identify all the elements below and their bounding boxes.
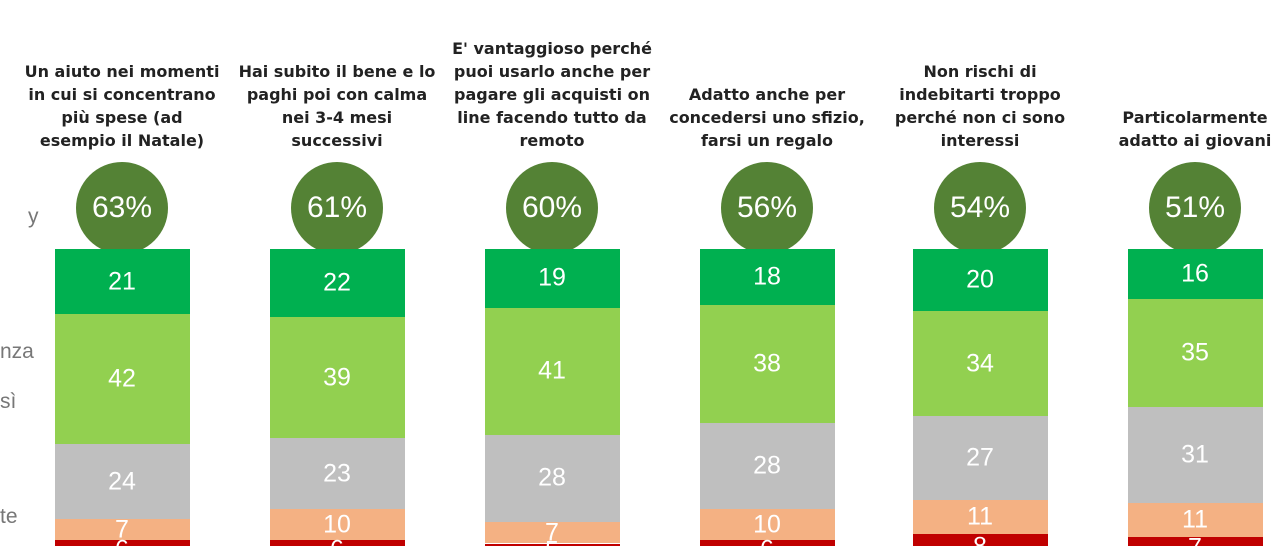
segment-label: 10 xyxy=(323,510,351,539)
total-circle: 51% xyxy=(1149,162,1241,254)
bar-segment xyxy=(699,249,835,305)
bar-segment xyxy=(699,422,835,510)
bar-segment xyxy=(699,540,835,546)
segment-label: 6 xyxy=(55,535,190,546)
bar-segment xyxy=(912,311,1048,417)
total-circle: 54% xyxy=(934,162,1026,254)
column-title: E' vantaggioso perché puoi usarlo anche … xyxy=(452,39,652,150)
segment-label: 6 xyxy=(270,535,405,546)
bar-segment xyxy=(1127,503,1263,538)
segment-label: 42 xyxy=(108,364,136,393)
segment-label: 16 xyxy=(1181,259,1209,288)
legend-fragment: te xyxy=(0,505,18,528)
bar-segment xyxy=(1127,407,1263,504)
bar-segment xyxy=(1127,249,1263,299)
segment-label: 27 xyxy=(966,443,994,472)
column-title: Un aiuto nei momenti in cui si concentra… xyxy=(24,62,220,150)
bar-segment xyxy=(269,249,405,318)
total-circle: 56% xyxy=(721,162,813,254)
bar-segment xyxy=(912,249,1048,311)
bar-segment xyxy=(699,304,835,423)
bar-segment xyxy=(269,438,405,510)
column-title: Non rischi di indebitarti troppo perché … xyxy=(894,62,1066,150)
bar-segment xyxy=(269,509,405,541)
bar-segment xyxy=(54,314,190,445)
segment-label: 34 xyxy=(966,349,994,378)
segment-label: 28 xyxy=(538,463,566,492)
bar-segment xyxy=(912,416,1048,501)
segment-label: 18 xyxy=(753,262,781,291)
segment-label: 7 xyxy=(1128,534,1263,546)
segment-label: 35 xyxy=(1181,338,1209,367)
column-title: Particolarmente adatto ai giovani xyxy=(1118,108,1272,150)
segment-label: 6 xyxy=(700,535,835,546)
bar-segment xyxy=(1127,537,1263,546)
column-title: Hai subito il bene e lo paghi poi con ca… xyxy=(238,62,436,150)
segment-label: 7 xyxy=(545,518,559,546)
segment-label: 31 xyxy=(1181,440,1209,469)
segment-label: 38 xyxy=(753,349,781,378)
bar-segment xyxy=(54,249,190,315)
segment-label: 24 xyxy=(108,467,136,495)
total-circle: 63% xyxy=(76,162,168,254)
bar-segment xyxy=(484,249,620,308)
bar-segment xyxy=(484,521,620,544)
bar-segment xyxy=(1127,298,1263,408)
segment-label: 20 xyxy=(966,265,994,294)
segment-label: 11 xyxy=(1182,505,1208,534)
bar-segment xyxy=(54,518,190,541)
bar-segment xyxy=(484,543,620,546)
segment-label: 11 xyxy=(967,502,993,531)
bar-segment xyxy=(699,509,835,541)
column-title: Adatto anche per concedersi uno sfizio, … xyxy=(669,85,865,150)
legend-fragment: y xyxy=(28,205,39,228)
legend-fragment: sì xyxy=(0,390,17,413)
segment-label: 5 xyxy=(485,537,620,546)
legend-fragment: nza xyxy=(0,340,34,363)
bar-segment xyxy=(54,444,190,519)
segment-label: 23 xyxy=(323,459,351,488)
segment-label: 22 xyxy=(323,268,351,297)
segment-label: 8 xyxy=(913,532,1048,546)
segment-label: 28 xyxy=(753,451,781,480)
segment-label: 19 xyxy=(538,263,566,292)
bar-segment xyxy=(484,307,620,435)
bar-segment xyxy=(912,500,1048,535)
segment-label: 21 xyxy=(108,267,136,296)
segment-label: 7 xyxy=(115,515,129,544)
total-circle: 61% xyxy=(291,162,383,254)
bar-segment xyxy=(54,540,190,546)
bar-segment xyxy=(269,317,405,439)
segment-label: 39 xyxy=(323,363,351,392)
bar-segment xyxy=(269,540,405,546)
segment-label: 10 xyxy=(753,510,781,539)
bar-segment xyxy=(484,435,620,522)
total-circle: 60% xyxy=(506,162,598,254)
segment-label: 41 xyxy=(538,356,566,385)
bar-segment xyxy=(912,534,1048,546)
